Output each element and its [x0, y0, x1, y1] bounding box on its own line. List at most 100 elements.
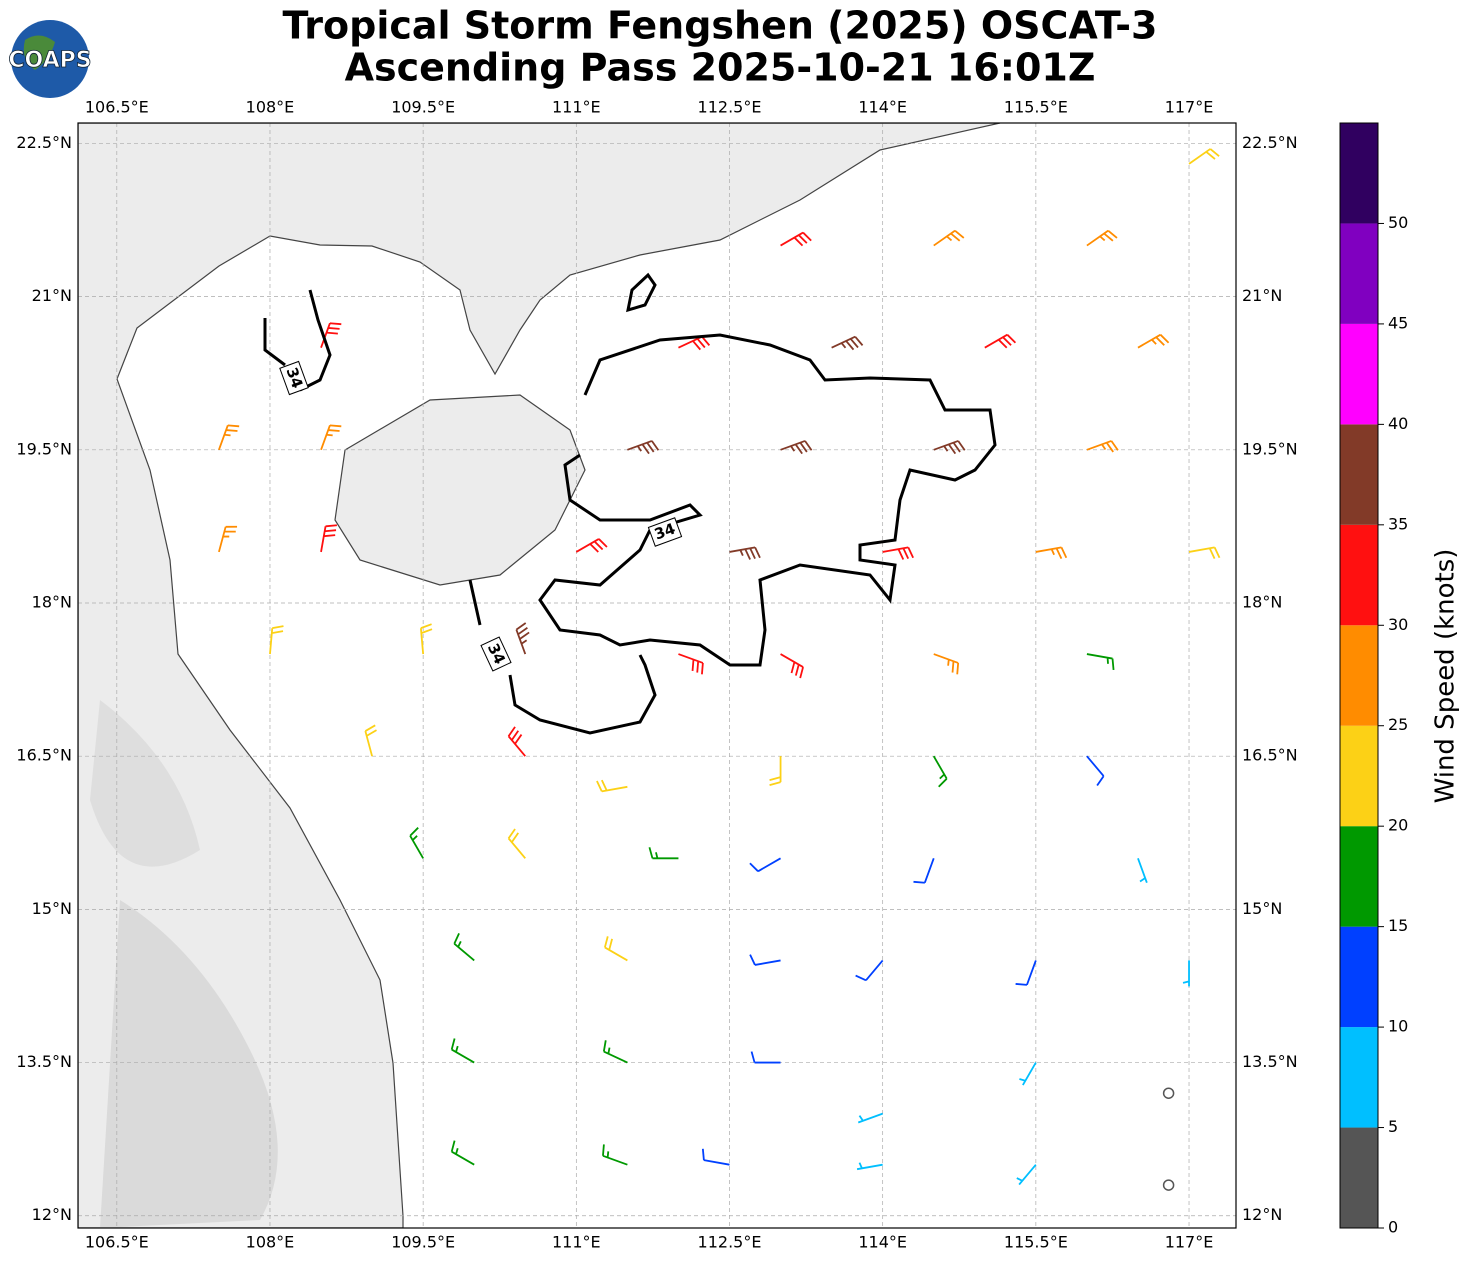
x-tick-label: 115.5°E — [1004, 1233, 1068, 1252]
wind-barb — [575, 538, 608, 553]
contours — [263, 272, 997, 735]
colorbar-frame — [1339, 122, 1379, 1229]
x-tick-label: 115.5°E — [1004, 98, 1068, 117]
colorbar-tick-label: 30 — [1388, 615, 1408, 634]
wind-barb — [218, 525, 238, 553]
wind-barb — [1182, 960, 1190, 987]
chart-title: Tropical Storm Fengshen (2025) OSCAT-3 — [283, 4, 1158, 48]
chart-subtitle: Ascending Pass 2025-10-21 16:01Z — [345, 46, 1096, 90]
wind-barb — [933, 653, 960, 675]
x-tick-label: 112.5°E — [698, 1233, 762, 1252]
wind-barb — [450, 1140, 475, 1166]
grid — [78, 123, 1236, 1228]
y-tick-label: 21°N — [1242, 286, 1282, 305]
wind-barb — [648, 847, 679, 860]
logo-text: COAPS — [8, 48, 91, 73]
wind-barb — [1035, 546, 1068, 559]
wind-barb — [678, 335, 711, 351]
colorbar-segment — [1340, 926, 1378, 1028]
x-tick-label: 117°E — [1165, 1233, 1214, 1252]
x-tick-label: 114°E — [858, 98, 907, 117]
contour-label-box — [279, 360, 309, 396]
wind-barb — [1016, 1164, 1037, 1186]
wind-barb — [1086, 440, 1119, 453]
wind-barb — [984, 333, 1017, 349]
wind-barb — [602, 1144, 628, 1166]
y-tick-label: 19.5°N — [1242, 439, 1298, 458]
wind-barb — [856, 1162, 883, 1171]
y-tick-label: 12°N — [1242, 1205, 1282, 1224]
wind-barb — [932, 755, 948, 788]
y-tick-label: 12°N — [32, 1205, 72, 1224]
wind-barb — [678, 653, 704, 675]
calm-marker — [1162, 1179, 1175, 1191]
contour-34 — [626, 272, 657, 313]
x-tick-label: 106.5°E — [85, 98, 149, 117]
wind-barb — [701, 1148, 730, 1166]
wind-barbs — [218, 148, 1221, 1191]
logo-land — [23, 35, 55, 70]
colorbar-segment — [1340, 1127, 1378, 1228]
colorbar-segment — [1340, 826, 1378, 927]
wind-barb — [933, 440, 966, 455]
colorbar-label: Wind Speed (knots) — [1431, 549, 1461, 804]
wind-barb — [749, 857, 782, 873]
wind-barb — [269, 625, 284, 655]
wind-barb — [1188, 148, 1220, 165]
y-tick-label: 18°N — [32, 592, 72, 611]
colorbar-tick-label: 10 — [1388, 1017, 1408, 1036]
x-tick-label: 108°E — [246, 98, 295, 117]
colorbar-segment — [1340, 1027, 1378, 1128]
colorbar-tick-label: 5 — [1388, 1117, 1398, 1136]
colorbar-segment — [1340, 424, 1378, 525]
y-tick-label: 16.5°N — [1242, 746, 1298, 765]
colorbar-segment — [1340, 323, 1378, 425]
wind-barb — [1086, 755, 1105, 786]
colorbar-segment — [1340, 123, 1378, 224]
wind-barb — [780, 440, 813, 455]
y-tick-label: 21°N — [32, 286, 72, 305]
wind-barb — [596, 779, 628, 793]
wind-barb — [364, 724, 377, 757]
y-tick-label: 13.5°N — [16, 1052, 72, 1071]
y-tick-label: 15°N — [32, 899, 72, 918]
wind-barb — [857, 1112, 883, 1124]
colorbar-tick-label: 40 — [1388, 414, 1408, 433]
wind-barb — [602, 1040, 628, 1064]
wind-barb — [450, 1038, 475, 1064]
colorbar-tick-label: 35 — [1388, 514, 1408, 533]
wind-barb — [627, 440, 660, 455]
wind-barb — [507, 726, 526, 757]
wind-barb — [1086, 653, 1115, 671]
colorbar-tick-label: 45 — [1388, 313, 1408, 332]
hainan — [334, 394, 586, 586]
y-tick-label: 15°N — [1242, 899, 1282, 918]
wind-barb — [780, 653, 804, 679]
y-tick-label: 13.5°N — [1242, 1052, 1298, 1071]
contour-label-box — [647, 517, 683, 547]
logo: COAPS — [8, 20, 92, 98]
x-tick-label: 109.5°E — [391, 98, 455, 117]
y-tick-label: 22.5°N — [16, 133, 72, 152]
colorbar-tick-label: 0 — [1388, 1218, 1398, 1237]
wind-barb — [769, 756, 782, 787]
wind-barb — [1137, 857, 1148, 884]
wind-barb — [320, 524, 337, 553]
y-tick-label: 22.5°N — [1242, 133, 1298, 152]
wind-barb — [913, 857, 935, 884]
contour-34 — [263, 289, 332, 392]
x-tick-label: 109.5°E — [391, 1233, 455, 1252]
map-frame — [77, 122, 1237, 1229]
calm-marker — [1162, 1087, 1175, 1099]
x-tick-label: 111°E — [552, 98, 601, 117]
wind-barb — [1086, 229, 1118, 247]
wind-barb — [218, 424, 240, 451]
colorbar-tick-label: 25 — [1388, 715, 1408, 734]
x-tick-label: 112.5°E — [698, 98, 762, 117]
colorbar-tick-label: 50 — [1388, 213, 1408, 232]
wind-barb — [750, 1051, 781, 1064]
wind-barb — [320, 322, 342, 348]
colorbar-segment — [1340, 625, 1378, 726]
colorbar-segment — [1340, 223, 1378, 324]
colorbar-segment — [1340, 524, 1378, 626]
